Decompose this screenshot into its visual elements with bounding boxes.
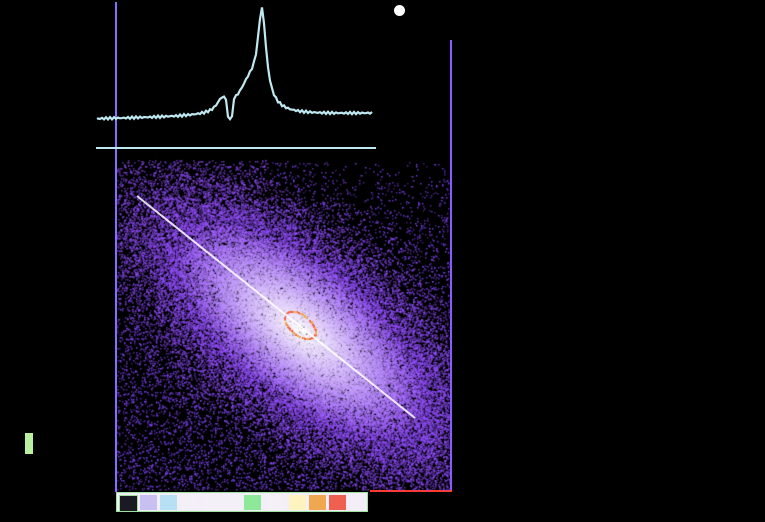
colorbar-swatch: [181, 495, 198, 510]
colorbar-swatch: [244, 495, 261, 510]
white-dot-marker: [394, 5, 405, 16]
spectrum-baseline: [96, 147, 376, 149]
colorbar-swatch: [140, 495, 157, 510]
color-scale-bar: [116, 492, 368, 512]
green-marker: [25, 433, 33, 454]
colorbar-swatch: [119, 495, 138, 512]
colorbar-swatch: [267, 495, 284, 510]
diagonal-reference-line: [136, 195, 416, 419]
colorbar-swatch: [309, 495, 326, 510]
colorbar-swatch: [160, 495, 177, 510]
spectrum-trace: [96, 7, 373, 122]
colorbar-swatch: [289, 495, 306, 510]
colorbar-swatch: [203, 495, 241, 510]
colorbar-swatch: [329, 495, 346, 510]
